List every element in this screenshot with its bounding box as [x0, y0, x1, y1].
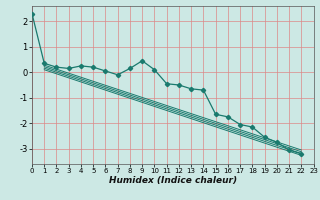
X-axis label: Humidex (Indice chaleur): Humidex (Indice chaleur) [109, 176, 237, 185]
